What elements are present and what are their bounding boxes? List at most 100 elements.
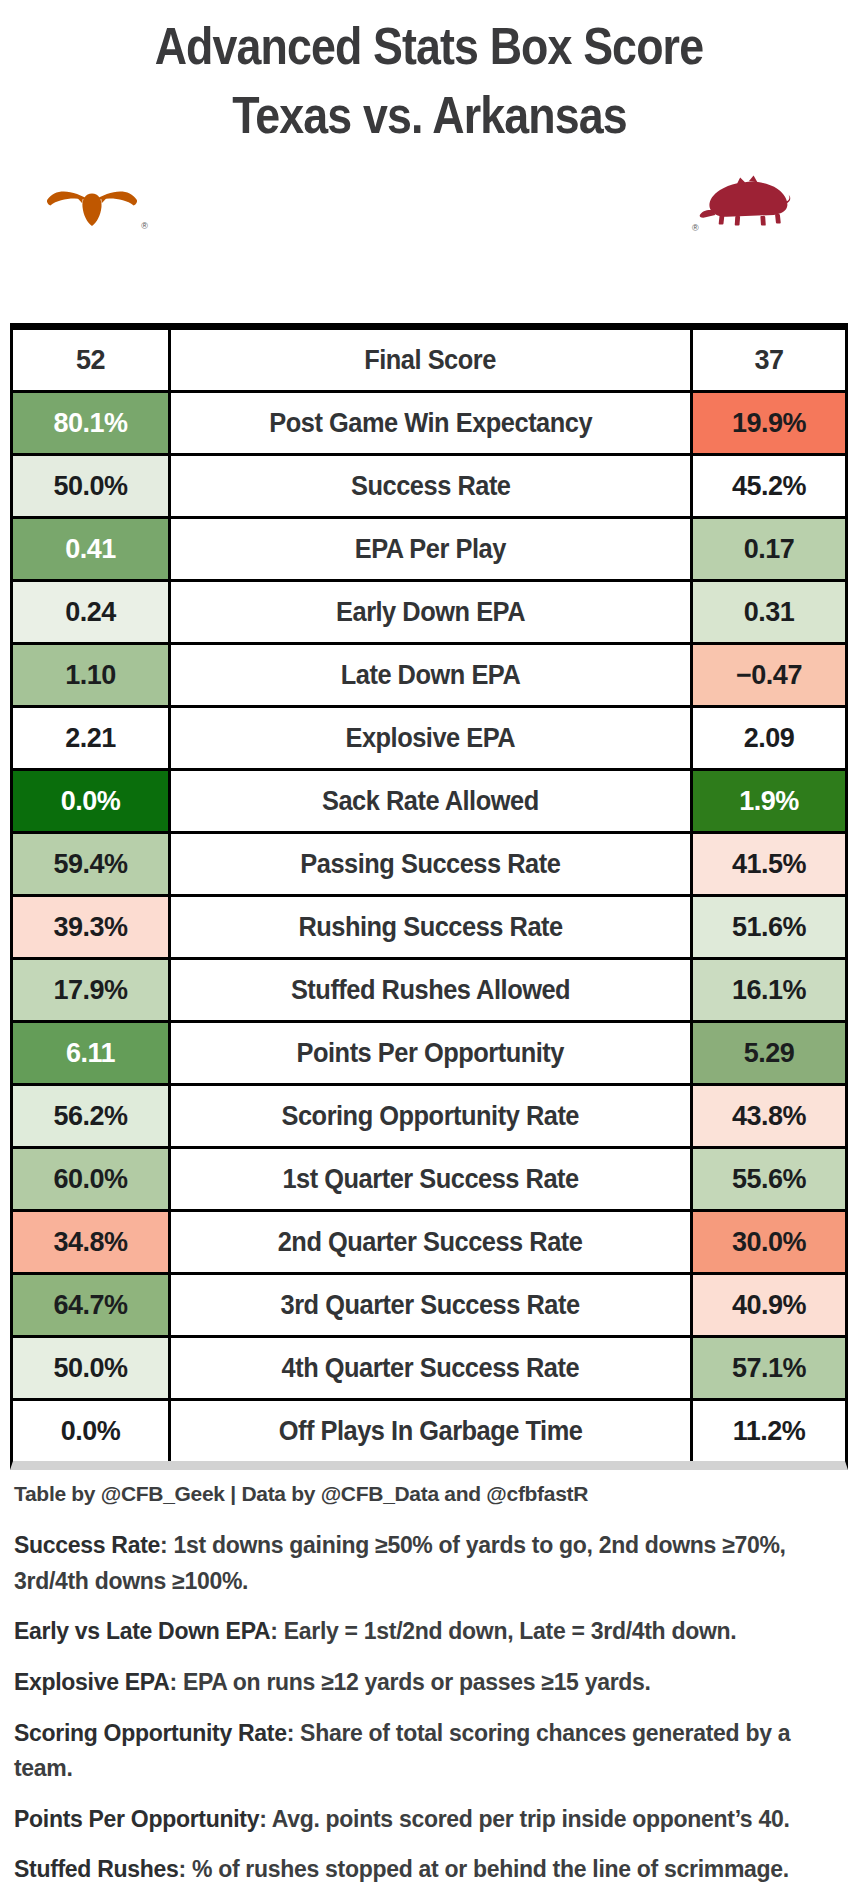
metric-label-cell: Late Down EPA xyxy=(168,645,693,705)
stat-row: 39.3% Rushing Success Rate 51.6% xyxy=(13,897,845,960)
glossary-definition: : EPA on runs ≥12 yards or passes ≥15 ya… xyxy=(169,1669,650,1695)
texas-value-cell: 2.21 xyxy=(13,708,168,768)
stat-row: 64.7% 3rd Quarter Success Rate 40.9% xyxy=(13,1275,845,1338)
metric-label-cell: Off Plays In Garbage Time xyxy=(168,1401,693,1461)
stat-row: 56.2% Scoring Opportunity Rate 43.8% xyxy=(13,1086,845,1149)
stat-row: 2.21 Explosive EPA 2.09 xyxy=(13,708,845,771)
metric-label-cell: Points Per Opportunity xyxy=(168,1023,693,1083)
stat-row: 6.11 Points Per Opportunity 5.29 xyxy=(13,1023,845,1086)
texas-value-cell: 34.8% xyxy=(13,1212,168,1272)
metric-label: 3rd Quarter Success Rate xyxy=(281,1290,580,1321)
arkansas-value-cell: 19.9% xyxy=(693,393,845,453)
arkansas-value-cell: 2.09 xyxy=(693,708,845,768)
metric-label-cell: Scoring Opportunity Rate xyxy=(168,1086,693,1146)
metric-label: Stuffed Rushes Allowed xyxy=(291,975,570,1006)
texas-value-cell: 59.4% xyxy=(13,834,168,894)
page-title-text-2: Texas vs. Arkansas xyxy=(232,89,627,141)
arkansas-value-cell: −0.47 xyxy=(693,645,845,705)
stat-row: 1.10 Late Down EPA −0.47 xyxy=(13,645,845,708)
glossary-note: Early vs Late Down EPA: Early = 1st/2nd … xyxy=(14,1614,838,1650)
arkansas-value-cell: 43.8% xyxy=(693,1086,845,1146)
metric-label: 1st Quarter Success Rate xyxy=(282,1164,578,1195)
metric-label-cell: Explosive EPA xyxy=(168,708,693,768)
metric-label: Final Score xyxy=(365,345,497,376)
stat-row: 59.4% Passing Success Rate 41.5% xyxy=(13,834,845,897)
metric-label-cell: Early Down EPA xyxy=(168,582,693,642)
stat-row: 60.0% 1st Quarter Success Rate 55.6% xyxy=(13,1149,845,1212)
metric-label-cell: Stuffed Rushes Allowed xyxy=(168,960,693,1020)
metric-label: Rushing Success Rate xyxy=(298,912,562,943)
arkansas-razorback-logo-icon: ® xyxy=(696,173,792,233)
metric-label: Post Game Win Expectancy xyxy=(269,408,592,439)
page-title-line-1: Advanced Stats Box Score xyxy=(0,20,858,72)
metric-label: Scoring Opportunity Rate xyxy=(282,1101,580,1132)
stat-row: 0.0% Off Plays In Garbage Time 11.2% xyxy=(13,1401,845,1461)
stat-row: 50.0% Success Rate 45.2% xyxy=(13,456,845,519)
credit-line: Table by @CFB_Geek | Data by @CFB_Data a… xyxy=(14,1482,838,1506)
arkansas-value-cell: 5.29 xyxy=(693,1023,845,1083)
box-score-page: Advanced Stats Box Score Texas vs. Arkan… xyxy=(0,0,858,1898)
metric-label-cell: Passing Success Rate xyxy=(168,834,693,894)
stat-row: 0.41 EPA Per Play 0.17 xyxy=(13,519,845,582)
metric-label-cell: Success Rate xyxy=(168,456,693,516)
footer: Table by @CFB_Geek | Data by @CFB_Data a… xyxy=(14,1482,838,1888)
stat-row: 80.1% Post Game Win Expectancy 19.9% xyxy=(13,393,845,456)
texas-value-cell: 56.2% xyxy=(13,1086,168,1146)
glossary-definition: : % of rushes stopped at or behind the l… xyxy=(178,1856,788,1882)
metric-label-cell: 4th Quarter Success Rate xyxy=(168,1338,693,1398)
stat-row: 34.8% 2nd Quarter Success Rate 30.0% xyxy=(13,1212,845,1275)
glossary-definition: : Avg. points scored per trip inside opp… xyxy=(259,1806,789,1832)
glossary-note: Success Rate: 1st downs gaining ≥50% of … xyxy=(14,1528,838,1599)
texas-value-cell: 0.24 xyxy=(13,582,168,642)
glossary-term: Explosive EPA xyxy=(14,1669,169,1695)
metric-label-cell: 3rd Quarter Success Rate xyxy=(168,1275,693,1335)
metric-label: Points Per Opportunity xyxy=(297,1038,564,1069)
metric-label-cell: Post Game Win Expectancy xyxy=(168,393,693,453)
texas-value-cell: 60.0% xyxy=(13,1149,168,1209)
stat-row: 0.24 Early Down EPA 0.31 xyxy=(13,582,845,645)
texas-value-cell: 1.10 xyxy=(13,645,168,705)
texas-value-cell: 80.1% xyxy=(13,393,168,453)
glossary-term: Stuffed Rushes xyxy=(14,1856,178,1882)
advanced-stats-table: 52 Final Score 37 80.1% Post Game Win Ex… xyxy=(10,323,848,1470)
arkansas-value-cell: 57.1% xyxy=(693,1338,845,1398)
texas-value-cell: 6.11 xyxy=(13,1023,168,1083)
header: Advanced Stats Box Score Texas vs. Arkan… xyxy=(0,0,858,141)
metric-label: Passing Success Rate xyxy=(300,849,560,880)
texas-value-cell: 0.0% xyxy=(13,1401,168,1461)
glossary-notes: Success Rate: 1st downs gaining ≥50% of … xyxy=(14,1528,838,1888)
stat-row: 0.0% Sack Rate Allowed 1.9% xyxy=(13,771,845,834)
metric-label: Explosive EPA xyxy=(346,723,516,754)
metric-label-cell: Final Score xyxy=(168,330,693,390)
metric-label: 4th Quarter Success Rate xyxy=(282,1353,580,1384)
stat-row: 52 Final Score 37 xyxy=(13,330,845,393)
texas-value-cell: 17.9% xyxy=(13,960,168,1020)
metric-label: Off Plays In Garbage Time xyxy=(279,1416,583,1447)
glossary-term: Success Rate xyxy=(14,1532,160,1558)
stat-row: 17.9% Stuffed Rushes Allowed 16.1% xyxy=(13,960,845,1023)
page-title-text-1: Advanced Stats Box Score xyxy=(155,20,703,72)
texas-value-cell: 52 xyxy=(13,330,168,390)
metric-label-cell: Rushing Success Rate xyxy=(168,897,693,957)
arkansas-value-cell: 1.9% xyxy=(693,771,845,831)
glossary-note: Scoring Opportunity Rate: Share of total… xyxy=(14,1716,838,1787)
metric-label-cell: 2nd Quarter Success Rate xyxy=(168,1212,693,1272)
glossary-note: Stuffed Rushes: % of rushes stopped at o… xyxy=(14,1852,838,1888)
glossary-term: Early vs Late Down EPA xyxy=(14,1618,270,1644)
metric-label-cell: EPA Per Play xyxy=(168,519,693,579)
metric-label: Sack Rate Allowed xyxy=(322,786,539,817)
metric-label-cell: 1st Quarter Success Rate xyxy=(168,1149,693,1209)
arkansas-value-cell: 30.0% xyxy=(693,1212,845,1272)
arkansas-value-cell: 0.31 xyxy=(693,582,845,642)
glossary-term: Points Per Opportunity xyxy=(14,1806,259,1832)
arkansas-value-cell: 40.9% xyxy=(693,1275,845,1335)
texas-value-cell: 0.0% xyxy=(13,771,168,831)
team-logos-row: ® ® xyxy=(0,157,858,233)
arkansas-value-cell: 11.2% xyxy=(693,1401,845,1461)
texas-value-cell: 64.7% xyxy=(13,1275,168,1335)
glossary-note: Points Per Opportunity: Avg. points scor… xyxy=(14,1802,838,1838)
glossary-definition: : Early = 1st/2nd down, Late = 3rd/4th d… xyxy=(270,1618,736,1644)
metric-label-cell: Sack Rate Allowed xyxy=(168,771,693,831)
metric-label: 2nd Quarter Success Rate xyxy=(278,1227,583,1258)
texas-longhorn-logo-icon: ® xyxy=(46,171,138,233)
